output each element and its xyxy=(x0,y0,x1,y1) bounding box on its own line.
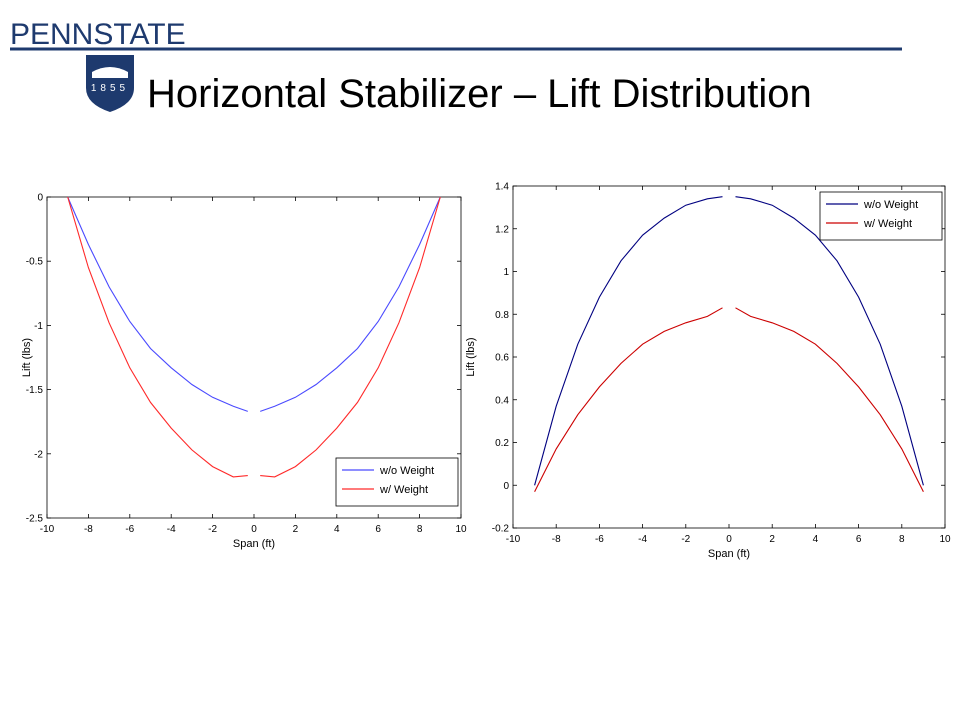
x-tick-label: 2 xyxy=(769,534,775,545)
y-tick-label: -2 xyxy=(34,449,43,460)
logo-text: PENNSTATE xyxy=(10,18,186,51)
x-tick-label: 4 xyxy=(334,524,340,535)
x-tick-label: -4 xyxy=(167,524,176,535)
legend-label: w/o Weight xyxy=(379,465,434,477)
y-tick-label: 0.4 xyxy=(495,395,509,406)
x-tick-label: -10 xyxy=(40,524,55,535)
shield-emblem xyxy=(92,67,128,78)
y-tick-label: 1.4 xyxy=(495,182,509,193)
y-tick-label: 0.6 xyxy=(495,353,509,364)
x-tick-label: -10 xyxy=(506,534,521,545)
x-tick-label: -6 xyxy=(595,534,604,545)
legend-box xyxy=(335,457,459,507)
x-axis-label: Span (ft) xyxy=(708,548,750,560)
y-tick-label: 1 xyxy=(503,267,509,278)
x-tick-label: 10 xyxy=(939,534,951,545)
shield-year: 1855 xyxy=(91,83,129,94)
x-tick-label: -6 xyxy=(125,524,134,535)
slide-title: Horizontal Stabilizer – Lift Distributio… xyxy=(147,72,812,116)
x-tick-label: 8 xyxy=(417,524,423,535)
y-tick-label: 0.8 xyxy=(495,310,509,321)
series-line xyxy=(534,196,924,486)
x-tick-label: -4 xyxy=(638,534,647,545)
x-tick-label: 2 xyxy=(293,524,299,535)
y-axis-label: Lift (lbs) xyxy=(465,337,477,376)
y-tick-label: -1.5 xyxy=(26,385,44,396)
series-line xyxy=(67,196,441,412)
y-tick-label: -2.5 xyxy=(26,514,44,525)
x-tick-label: -8 xyxy=(552,534,561,545)
y-tick-label: 0.2 xyxy=(495,438,509,449)
y-tick-label: -1 xyxy=(34,321,43,332)
y-axis-label: Lift (lbs) xyxy=(21,338,33,377)
x-tick-label: 6 xyxy=(856,534,862,545)
y-tick-label: 0 xyxy=(37,193,43,204)
series-line xyxy=(534,307,924,492)
legend-box xyxy=(819,191,943,241)
x-tick-label: -2 xyxy=(681,534,690,545)
plot-area xyxy=(512,185,946,529)
x-tick-label: 4 xyxy=(813,534,819,545)
legend-label: w/ Weight xyxy=(863,218,912,230)
legend-label: w/ Weight xyxy=(379,484,428,496)
x-axis-label: Span (ft) xyxy=(233,538,275,550)
x-tick-label: 8 xyxy=(899,534,905,545)
y-tick-label: -0.2 xyxy=(492,524,510,535)
x-tick-label: 10 xyxy=(455,524,467,535)
x-tick-label: -2 xyxy=(208,524,217,535)
x-tick-label: 6 xyxy=(375,524,381,535)
y-tick-label: 0 xyxy=(503,481,509,492)
series-line xyxy=(67,196,441,478)
y-tick-label: -0.5 xyxy=(26,257,44,268)
x-tick-label: 0 xyxy=(251,524,257,535)
x-tick-label: 0 xyxy=(726,534,732,545)
legend-label: w/o Weight xyxy=(863,199,918,211)
y-tick-label: 1.2 xyxy=(495,224,509,235)
x-tick-label: -8 xyxy=(84,524,93,535)
